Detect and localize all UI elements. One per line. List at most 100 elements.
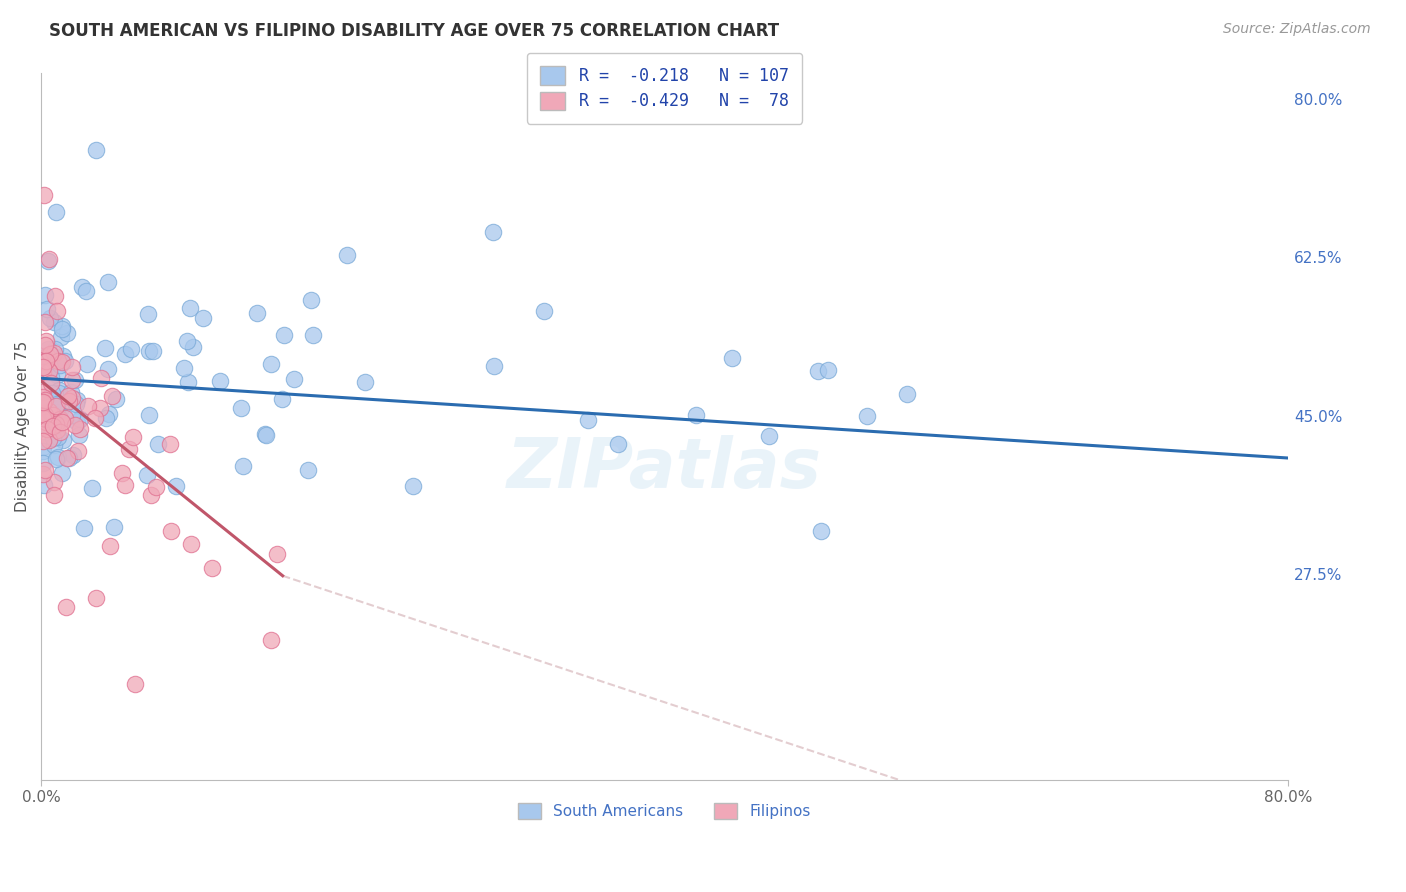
Point: [51, 355, 73, 369]
Point: [31, 390, 53, 404]
Point: [39, 376, 62, 390]
Point: [45, 417, 67, 431]
Point: [42, 345, 65, 359]
Point: [145, 480, 167, 494]
Point: [46, 405, 69, 419]
Point: [34, 462, 56, 476]
Point: [146, 437, 169, 451]
Point: [31, 467, 53, 481]
Point: [124, 677, 146, 691]
Point: [97, 362, 120, 376]
Point: [353, 376, 375, 390]
Point: [101, 389, 124, 403]
Point: [266, 547, 288, 561]
Point: [42, 475, 65, 489]
Point: [35, 354, 58, 368]
Point: [160, 524, 183, 538]
Point: [229, 401, 252, 416]
Point: [38, 404, 60, 418]
Point: [34, 337, 56, 351]
Point: [46, 430, 69, 444]
Point: [810, 524, 832, 538]
Point: [48, 425, 70, 440]
Point: [201, 561, 224, 575]
Point: [758, 429, 780, 443]
Point: [98, 539, 121, 553]
Point: [76, 357, 98, 371]
Point: [45, 400, 67, 414]
Point: [37, 342, 59, 356]
Point: [260, 357, 283, 371]
Point: [122, 430, 145, 444]
Text: 45.0%: 45.0%: [1294, 409, 1343, 425]
Point: [32, 434, 55, 449]
Point: [66, 393, 89, 408]
Point: [70, 279, 93, 293]
Point: [34, 315, 56, 329]
Point: [177, 375, 200, 389]
Point: [55, 600, 77, 615]
Point: [32, 354, 55, 368]
Point: [45, 452, 67, 467]
Point: [31, 395, 53, 409]
Point: [271, 392, 294, 407]
Point: [896, 387, 918, 401]
Point: [94, 341, 117, 355]
Text: 80.0%: 80.0%: [1294, 93, 1343, 108]
Point: [159, 437, 181, 451]
Point: [37, 419, 59, 434]
Point: [482, 359, 505, 373]
Point: [31, 366, 53, 380]
Point: [114, 347, 136, 361]
Point: [56, 326, 79, 341]
Point: [51, 319, 73, 334]
Point: [72, 521, 94, 535]
Text: ZIPatlas: ZIPatlas: [508, 435, 823, 502]
Point: [39, 347, 62, 361]
Point: [65, 397, 87, 411]
Point: [183, 339, 205, 353]
Point: [62, 448, 84, 462]
Text: Source: ZipAtlas.com: Source: ZipAtlas.com: [1223, 22, 1371, 37]
Point: [38, 252, 60, 266]
Point: [165, 478, 187, 492]
Point: [402, 479, 425, 493]
Point: [37, 254, 59, 268]
Point: [52, 349, 75, 363]
Point: [482, 225, 505, 239]
Point: [191, 311, 214, 326]
Point: [31, 396, 53, 410]
Point: [63, 373, 86, 387]
Point: [118, 442, 141, 456]
Point: [607, 437, 630, 451]
Point: [45, 205, 67, 219]
Point: [42, 431, 65, 445]
Point: [31, 360, 53, 375]
Point: [254, 428, 277, 442]
Point: [45, 397, 67, 411]
Point: [67, 427, 90, 442]
Point: [60, 385, 83, 400]
Point: [51, 415, 73, 429]
Point: [44, 488, 66, 502]
Point: [31, 410, 53, 425]
Point: [142, 344, 165, 359]
Point: [136, 468, 159, 483]
Point: [180, 537, 202, 551]
Point: [84, 411, 107, 425]
Point: [34, 334, 56, 348]
Point: [60, 360, 83, 375]
Point: [35, 415, 58, 429]
Point: [42, 409, 65, 424]
Point: [173, 361, 195, 376]
Point: [817, 363, 839, 377]
Point: [97, 408, 120, 422]
Point: [69, 421, 91, 435]
Point: [58, 393, 80, 408]
Point: [48, 385, 70, 400]
Point: [302, 328, 325, 343]
Point: [35, 422, 58, 436]
Point: [259, 633, 281, 648]
Point: [53, 354, 76, 368]
Point: [232, 458, 254, 473]
